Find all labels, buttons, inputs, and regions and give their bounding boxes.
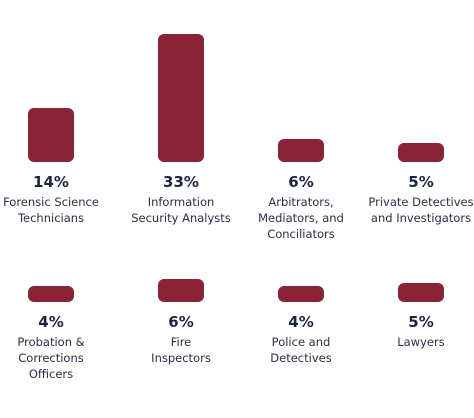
category-label: Forensic Science Technicians bbox=[3, 195, 99, 225]
bar bbox=[278, 286, 324, 302]
bar bbox=[28, 286, 74, 302]
bar bbox=[398, 142, 444, 162]
value-label: 6% bbox=[168, 313, 194, 331]
bar bbox=[158, 278, 204, 302]
value-label: 5% bbox=[408, 313, 434, 331]
bar bbox=[278, 138, 324, 162]
value-label: 33% bbox=[163, 173, 199, 191]
category-label: Probation & Corrections Officers bbox=[17, 335, 85, 381]
category-label: Arbitrators, Mediators, and Conciliators bbox=[258, 195, 344, 241]
value-label: 4% bbox=[38, 313, 64, 331]
category-label: Fire Inspectors bbox=[151, 335, 211, 365]
value-label: 4% bbox=[288, 313, 314, 331]
category-label: Private Detectives and Investigators bbox=[368, 195, 474, 225]
value-label: 6% bbox=[288, 173, 314, 191]
bar bbox=[158, 34, 204, 162]
value-label: 5% bbox=[408, 173, 434, 191]
bar bbox=[28, 107, 74, 162]
value-label: 14% bbox=[33, 173, 69, 191]
bar bbox=[398, 282, 444, 302]
category-label: Police and Detectives bbox=[270, 335, 332, 365]
category-label: Information Security Analysts bbox=[131, 195, 231, 225]
category-label: Lawyers bbox=[397, 335, 445, 349]
